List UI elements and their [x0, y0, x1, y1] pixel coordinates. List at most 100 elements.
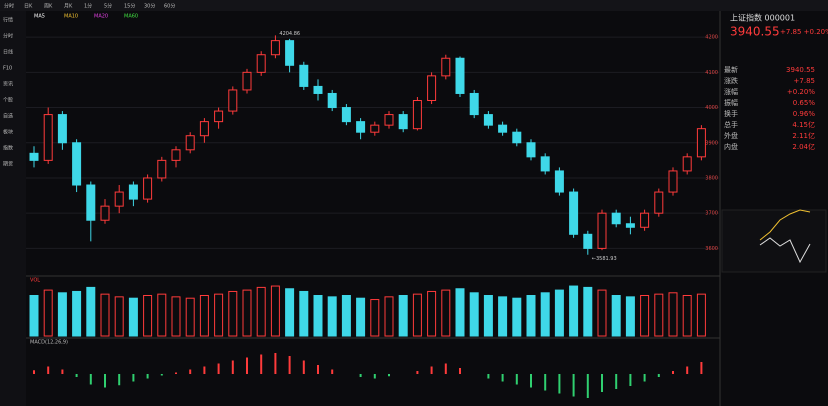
candle-body [441, 57, 451, 77]
volume-bar [57, 292, 67, 337]
volume-bar [185, 297, 195, 337]
candle-body [398, 114, 408, 130]
sidebar-item: 期货 [3, 161, 13, 168]
volume-bar [72, 290, 82, 337]
y-tick-label: 4000 [705, 105, 718, 111]
candle-body [512, 131, 522, 144]
candle-body [384, 114, 394, 126]
volume-bar [270, 285, 280, 337]
candle-body [29, 152, 39, 161]
mini-line [759, 237, 811, 264]
volume-bar [43, 289, 53, 337]
candle-body [696, 128, 706, 158]
candle-body [597, 212, 607, 249]
candle-body [157, 159, 167, 179]
quote-value: +0.20% [787, 88, 815, 96]
volume-bar [86, 286, 96, 337]
volume-bar [597, 289, 607, 337]
sidebar-item: 个股 [3, 98, 13, 104]
candle-body [128, 184, 138, 200]
candle-body [270, 40, 280, 56]
sidebar-item: F10 [3, 66, 12, 72]
candle-body [455, 57, 465, 94]
candle-body [285, 40, 295, 66]
candle-body [370, 124, 380, 133]
candle-body [540, 156, 550, 172]
candle-body [640, 212, 650, 228]
annotation: 4204.86 [279, 31, 300, 37]
volume-bar [668, 292, 678, 337]
candle-body [72, 142, 82, 186]
candle-body [583, 233, 593, 249]
candle-body [228, 89, 238, 112]
panel-title: VOL [30, 278, 40, 284]
candle-body [313, 85, 323, 94]
candle-body [327, 92, 337, 109]
candle-body [569, 191, 579, 235]
candle-body [654, 191, 664, 214]
volume-bar [285, 288, 295, 337]
candle-body [242, 71, 252, 91]
y-tick-label: 4100 [705, 70, 718, 76]
sidebar [0, 11, 26, 406]
candle-body [469, 92, 479, 116]
volume-bar [625, 296, 635, 337]
toolbar-tab: 60分 [164, 3, 175, 10]
volume-bar [341, 295, 351, 337]
candle-body [483, 114, 493, 126]
quote-value: 2.04亿 [792, 142, 815, 151]
toolbar-tab: 分时 [4, 3, 14, 10]
volume-bar [171, 296, 181, 337]
quote-value: 3940.55 [786, 66, 815, 74]
candle-body [299, 64, 309, 87]
candle-body [427, 75, 437, 102]
y-tick-label: 3800 [705, 175, 718, 181]
volume-bar [540, 292, 550, 337]
volume-bar [412, 293, 422, 337]
volume-bar [143, 295, 153, 337]
candle-body [668, 170, 678, 193]
sidebar-item: 资讯 [3, 81, 13, 88]
volume-bar [427, 290, 437, 337]
quote-label: 涨跌 [724, 76, 738, 85]
volume-bar [313, 295, 323, 337]
sidebar-item: 分时 [3, 33, 13, 40]
volume-bar [29, 295, 39, 337]
volume-bar [398, 295, 408, 337]
candle-body [682, 156, 692, 172]
legend-item: MA10 [64, 14, 78, 20]
toolbar-tab: 5分 [104, 3, 112, 10]
toolbar [0, 0, 828, 11]
volume-bar [654, 293, 664, 337]
volume-bar [128, 297, 138, 337]
candle-body [526, 142, 536, 158]
panel-title: MACD(12,26,9) [30, 340, 68, 346]
quote-change: +7.85 +0.20% [780, 28, 828, 36]
volume-bar [569, 285, 579, 337]
volume-bar [512, 297, 522, 337]
volume-bar [327, 296, 337, 337]
candle-body [214, 110, 224, 123]
y-tick-label: 3700 [705, 211, 718, 217]
volume-bar [583, 286, 593, 337]
volume-bar [242, 289, 252, 337]
volume-bar [228, 290, 238, 337]
quote-value: 4.15亿 [792, 120, 815, 129]
candle-body [199, 121, 209, 137]
quote-label: 内盘 [724, 142, 738, 151]
legend-item: MA20 [94, 14, 108, 20]
candle-body [114, 191, 124, 207]
quote-label: 涨幅 [724, 87, 738, 96]
quote-label: 总手 [724, 120, 738, 129]
quote-value: 2.11亿 [792, 131, 815, 140]
volume-bar [640, 295, 650, 337]
candle-body [143, 177, 153, 200]
volume-bar [100, 293, 110, 337]
quote-label: 换手 [724, 109, 738, 118]
volume-bar [256, 286, 266, 337]
toolbar-tab: 1分 [84, 3, 92, 10]
volume-bar [611, 295, 621, 337]
candle-body [412, 100, 422, 130]
